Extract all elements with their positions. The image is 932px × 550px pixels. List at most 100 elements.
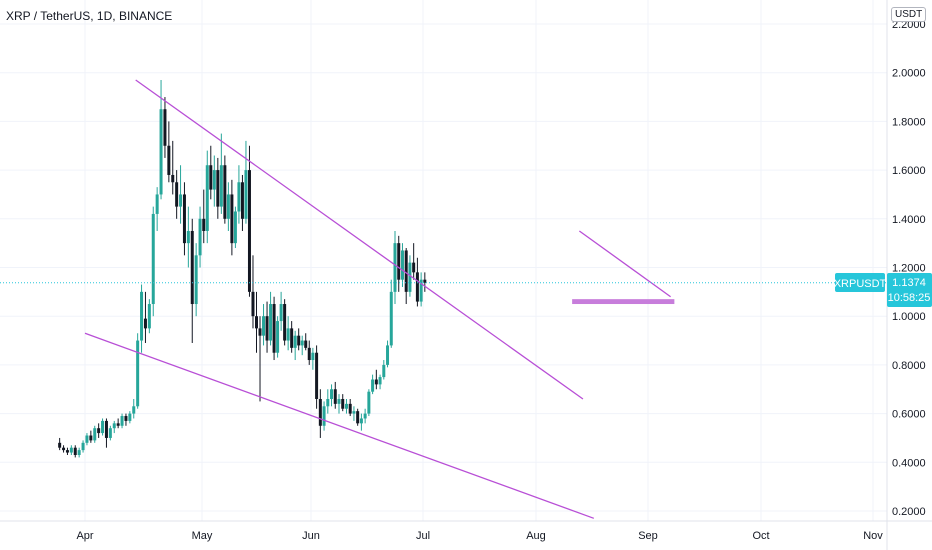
candle-body (326, 398, 330, 407)
price-tick-label: 1.2000 (892, 263, 926, 275)
price-tick-label: 2.2000 (892, 19, 926, 31)
candle-body (244, 170, 248, 219)
candle-body (297, 335, 301, 346)
time-tick-label: Aug (526, 530, 546, 542)
candle-body (255, 316, 258, 329)
candle-body (108, 428, 112, 438)
candle-body (286, 328, 290, 341)
candle-body (276, 321, 280, 353)
candle-body (237, 182, 241, 212)
candle-body (283, 304, 287, 341)
price-tick-label: 1.4000 (892, 214, 926, 226)
candle-body (359, 418, 363, 424)
candle-body (116, 423, 120, 426)
price-tick-label: 1.0000 (892, 311, 926, 323)
candle-body (352, 411, 356, 414)
candle-body (62, 447, 66, 451)
chart-title: XRP / TetherUS, 1D, BINANCE (6, 9, 173, 23)
candle-body (171, 174, 175, 183)
trendline-triangle-top (578, 230, 671, 298)
candle-body (315, 352, 319, 399)
time-axis[interactable]: Apr May Jun Jul Aug Sep Oct Nov (76, 530, 883, 542)
trendline-lower-wedge (84, 332, 595, 519)
candle-body (300, 340, 304, 346)
candle-body (322, 406, 326, 426)
candle-body (304, 340, 308, 348)
candle-body (374, 379, 378, 385)
candle-body (330, 389, 334, 399)
time-tick-label: Jun (302, 530, 320, 542)
candle-body (151, 213, 155, 305)
candle-body (397, 243, 401, 280)
price-tick-label: 2.0000 (892, 68, 926, 80)
price-tick-label: 0.4000 (892, 457, 926, 469)
candle-body (371, 379, 375, 392)
countdown-label: 10:58:25 (888, 292, 931, 304)
candle-body (89, 435, 93, 441)
trendline-upper-wedge (135, 79, 584, 400)
candle-body (73, 447, 77, 455)
candle-body (93, 428, 97, 441)
time-tick-label: Jul (416, 530, 430, 542)
candlestick-series (58, 80, 427, 458)
candle-body (408, 262, 412, 292)
support-zone (572, 299, 675, 305)
candle-body (143, 318, 147, 329)
candle-body (348, 403, 352, 414)
grid-lines (0, 0, 887, 521)
candle-body (190, 230, 194, 305)
price-tick-label: 0.6000 (892, 409, 926, 421)
candle-body (216, 170, 220, 207)
time-tick-label: Nov (863, 530, 883, 542)
candle-body (219, 165, 223, 207)
candle-body (258, 328, 262, 336)
candle-body (269, 304, 273, 341)
candle-body (163, 109, 167, 146)
price-axis[interactable]: 0.2000 0.4000 0.6000 0.8000 1.0000 1.2000 1.40… (892, 19, 926, 518)
candle-body (412, 262, 416, 273)
candle-body (378, 377, 382, 385)
candle-body (159, 109, 163, 195)
candle-body (69, 447, 73, 453)
candle-body (132, 406, 136, 414)
price-tick-label: 1.8000 (892, 116, 926, 128)
candle-body (124, 416, 128, 421)
candle-body (423, 279, 427, 283)
candle-body (367, 391, 371, 414)
candle-body (233, 211, 237, 244)
candle-body (223, 165, 227, 219)
candle-body (272, 304, 276, 353)
candle-body (290, 328, 294, 348)
candle-body (81, 442, 85, 451)
candle-body (356, 411, 360, 424)
candle-body (262, 316, 266, 336)
candle-body (307, 347, 311, 361)
candle-body (341, 398, 345, 409)
candle-body (344, 403, 348, 409)
candle-body (58, 442, 62, 448)
candle-body (136, 340, 140, 407)
candle-body (333, 389, 337, 404)
candle-body (85, 435, 89, 443)
candle-body (120, 416, 124, 426)
candle-body (279, 304, 283, 322)
candle-body (65, 450, 69, 453)
candle-body (293, 335, 297, 348)
price-tick-label: 0.8000 (892, 360, 926, 372)
candle-body (382, 364, 386, 378)
candle-body (389, 291, 393, 346)
candle-body (179, 194, 183, 207)
symbol-label: XRPUSDT (834, 278, 887, 290)
candle-body (167, 145, 171, 175)
candle-body (363, 413, 367, 419)
support-zone-rect (572, 299, 675, 305)
candle-body (175, 182, 179, 207)
candle-body (112, 423, 116, 429)
time-tick-label: Apr (76, 530, 93, 542)
currency-selector[interactable]: USDT (891, 7, 927, 22)
time-tick-label: May (192, 530, 213, 542)
candle-body (251, 291, 255, 317)
candle-body (128, 413, 132, 421)
candle-body (194, 255, 198, 305)
